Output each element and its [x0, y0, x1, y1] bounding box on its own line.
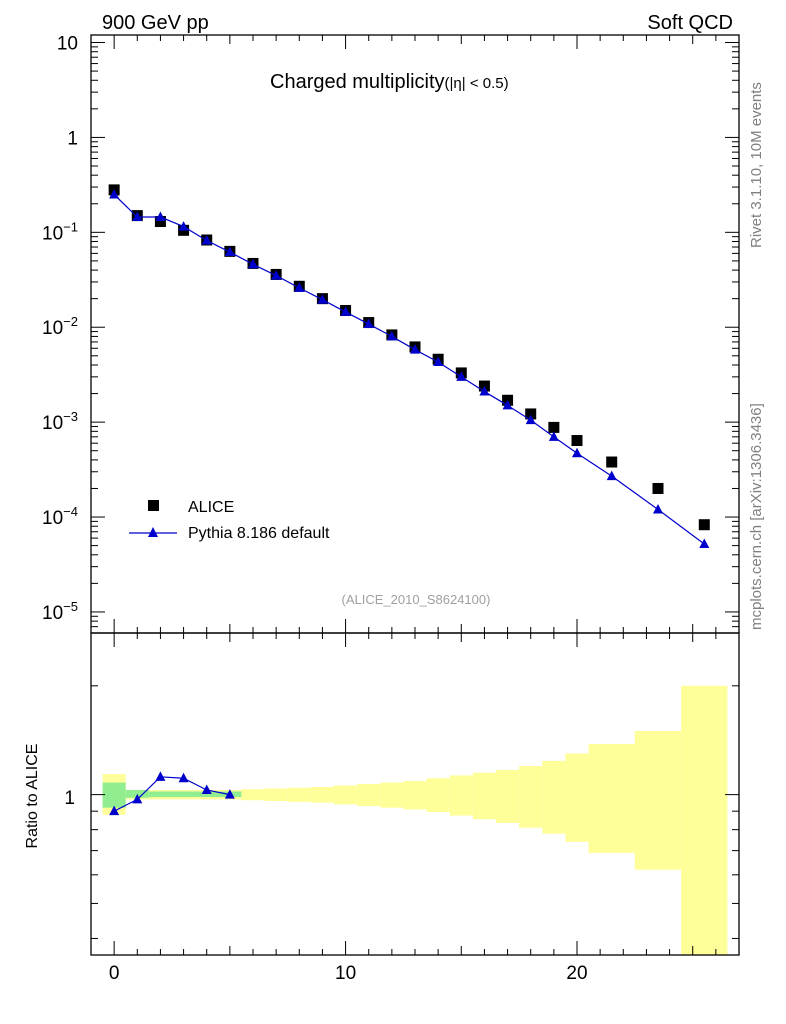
- x-tick-label: 0: [109, 963, 120, 984]
- pythia-point: [248, 258, 258, 269]
- y-tick-label: 10−2: [42, 314, 78, 339]
- pythia-point: [201, 235, 212, 245]
- pythia-point: [433, 356, 444, 367]
- pythia-point: [271, 270, 282, 280]
- header-left: 900 GeV pp: [102, 12, 209, 34]
- alice-point: [548, 421, 560, 433]
- legend-alice-label: ALICE: [188, 499, 234, 516]
- data-uncertainty-band: [542, 760, 566, 834]
- mc-uncertainty-band: [102, 782, 126, 808]
- pythia-point: [572, 447, 582, 458]
- rivet-version-label: Rivet 3.1.10, 10M events: [748, 82, 765, 248]
- ratio-y-axis-label: Ratio to ALICE: [24, 744, 41, 849]
- ratio-y-tick-label: 1: [64, 788, 75, 809]
- main-y-tick-labels: 10 1 10−1 10−2 10−3 10−4 10−5: [42, 34, 78, 624]
- ratio-pythia-point: [201, 784, 212, 794]
- pythia-point: [386, 330, 397, 341]
- ratio-frame: [90, 632, 740, 956]
- legend-pythia-label: Pythia 8.186 default: [188, 525, 330, 542]
- pythia-point: [653, 504, 663, 514]
- pythia-point: [294, 282, 305, 292]
- pythia-point: [224, 246, 235, 257]
- alice-point: [478, 380, 490, 392]
- ratio-pythia-point: [178, 772, 189, 783]
- chart-title-suffix: (|η| < 0.5): [445, 75, 509, 92]
- y-tick-label: 10−4: [42, 504, 78, 529]
- pythia-point: [178, 221, 189, 231]
- pythia-line: [113, 194, 705, 545]
- main-panel: 10 1 10−1 10−2 10−3 10−4 10−5 Charged multipli…: [42, 34, 740, 634]
- ratio-pythia-point: [155, 771, 166, 781]
- data-uncertainty-band: [380, 782, 404, 808]
- chart-title: Charged multiplicity(|η| < 0.5): [270, 71, 509, 93]
- data-uncertainty-band: [426, 778, 450, 813]
- ratio-data-band: [102, 685, 728, 955]
- ratio-pythia-series: [109, 771, 235, 816]
- alice-point: [606, 456, 618, 468]
- pythia-point: [606, 470, 617, 481]
- y-tick-label: 10−3: [42, 409, 78, 434]
- pythia-point: [340, 306, 351, 316]
- ratio-panel: 0 10 20 1 Ratio to ALICE: [24, 632, 740, 984]
- pythia-point: [502, 399, 513, 410]
- legend-alice-marker: [148, 500, 159, 511]
- data-uncertainty-band: [334, 785, 358, 805]
- y-tick-label: 1: [67, 128, 78, 149]
- pythia-point: [109, 189, 120, 199]
- data-uncertainty-band: [264, 788, 288, 802]
- pythia-point: [479, 386, 490, 396]
- chart-title-main: Charged multiplicity: [270, 71, 445, 93]
- data-uncertainty-band: [403, 781, 427, 810]
- y-tick-label: 10: [57, 34, 78, 55]
- x-tick-label: 20: [566, 963, 587, 984]
- mc-uncertainty-band: [125, 789, 149, 798]
- pythia-point: [548, 431, 559, 441]
- main-frame: [90, 34, 740, 634]
- ratio-mc-band: [102, 782, 242, 808]
- pythia-point: [132, 211, 143, 222]
- pythia-point: [155, 211, 166, 222]
- alice-point: [525, 408, 537, 420]
- legend-pythia-marker: [148, 527, 158, 537]
- pythia-point: [525, 414, 536, 425]
- y-tick-label: 10−1: [42, 219, 78, 244]
- data-uncertainty-band: [357, 784, 381, 807]
- data-uncertainty-band: [496, 769, 520, 823]
- alice-point: [571, 435, 583, 447]
- x-tick-labels: 0 10 20: [109, 963, 588, 984]
- legend: ALICE Pythia 8.186 default: [129, 499, 330, 542]
- ratio-pythia-point: [109, 805, 120, 816]
- source-label: mcplots.cern.ch [arXiv:1306.3436]: [748, 403, 765, 630]
- pythia-point: [317, 294, 328, 304]
- header-right: Soft QCD: [647, 12, 733, 34]
- data-uncertainty-band: [565, 753, 589, 842]
- alice-point: [154, 216, 166, 228]
- main-axis-ticks: [91, 35, 739, 634]
- data-uncertainty-band: [310, 786, 334, 803]
- data-uncertainty-band: [634, 730, 682, 870]
- alice-point: [652, 482, 664, 494]
- data-uncertainty-band: [241, 789, 265, 801]
- alice-point: [698, 519, 710, 531]
- data-uncertainty-band: [681, 685, 728, 955]
- data-uncertainty-band: [472, 772, 496, 820]
- pythia-series: [109, 189, 710, 548]
- ratio-pythia-point: [132, 793, 143, 804]
- pythia-point: [363, 318, 374, 329]
- ratio-pythia-point: [224, 789, 235, 799]
- data-uncertainty-band: [287, 787, 311, 802]
- pythia-point: [410, 344, 420, 354]
- data-uncertainty-band: [519, 766, 543, 828]
- x-tick-label: 10: [335, 963, 356, 984]
- data-uncertainty-band: [449, 775, 473, 816]
- pythia-point: [456, 371, 467, 381]
- y-tick-label: 10−5: [42, 599, 78, 624]
- data-uncertainty-band: [588, 744, 635, 853]
- ratio-axis-ticks: [91, 633, 739, 955]
- pythia-point: [699, 538, 710, 548]
- analysis-id: (ALICE_2010_S8624100): [342, 592, 491, 607]
- mc-uncertainty-band: [148, 791, 242, 797]
